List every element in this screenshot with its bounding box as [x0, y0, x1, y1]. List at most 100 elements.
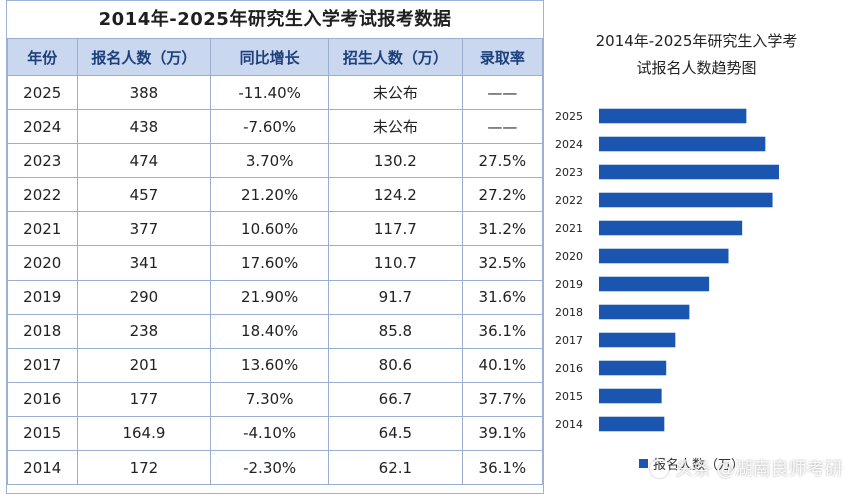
bar — [599, 360, 667, 376]
y-tick-label: 2022 — [555, 194, 583, 207]
cell-enrollment: 未公布 — [327, 74, 463, 111]
bar — [599, 332, 676, 348]
cell-yoy-growth: 13.60% — [210, 347, 329, 383]
cell-enrollment: 110.7 — [327, 245, 463, 281]
table-row: 2024 438 -7.60% 未公布 —— — [7, 109, 544, 145]
cell-enrollment: 130.2 — [327, 143, 463, 179]
cell-year: 2018 — [7, 313, 78, 349]
cell-yoy-growth: 7.30% — [210, 381, 329, 417]
bar — [599, 248, 729, 264]
cell-admission-rate: 27.5% — [461, 143, 544, 179]
y-tick-label: 2024 — [555, 138, 583, 151]
cell-yoy-growth: -7.60% — [210, 109, 329, 145]
cell-enrollment: 64.5 — [327, 415, 463, 452]
cell-yoy-growth: 21.90% — [210, 279, 329, 315]
y-tick-label: 2015 — [555, 390, 583, 403]
table-row: 2025 388 -11.40% 未公布 —— — [7, 74, 544, 111]
y-tick-label: 2021 — [555, 222, 583, 235]
data-table: 年份 报名人数（万） 同比增长 招生人数（万） 录取率 2025 388 -11.4… — [7, 38, 544, 486]
cell-enrollment: 62.1 — [327, 450, 463, 486]
table-row: 2017 201 13.60% 80.6 40.1% — [7, 347, 544, 383]
cell-applicants: 201 — [76, 347, 212, 383]
cell-enrollment: 80.6 — [327, 347, 463, 383]
cell-year: 2015 — [7, 415, 78, 452]
chart-panel: 2014年-2025年研究生入学考 试报名人数趋势图 2025 2024 2023 2… — [547, 0, 846, 500]
cell-admission-rate: 32.5% — [461, 245, 544, 281]
cell-applicants: 341 — [76, 245, 212, 281]
cell-admission-rate: 27.2% — [461, 177, 544, 213]
cell-applicants: 290 — [76, 279, 212, 315]
cell-yoy-growth: -4.10% — [210, 415, 329, 452]
watermark-logo-icon — [650, 458, 669, 478]
y-tick-label: 2016 — [555, 362, 583, 375]
table-row: 2022 457 21.20% 124.2 27.2% — [7, 177, 544, 213]
y-tick-label: 2020 — [555, 250, 583, 263]
table-row: 2021 377 10.60% 117.7 31.2% — [7, 211, 544, 247]
cell-applicants: 377 — [76, 211, 212, 247]
cell-enrollment: 117.7 — [327, 211, 463, 247]
table-row: 2015 164.9 -4.10% 64.5 39.1% — [7, 415, 544, 452]
bar-chart: 2025 2024 2023 2022 2021 2020 2019 2018 2017 2016… — [555, 108, 779, 432]
cell-year: 2025 — [7, 74, 78, 111]
header-yoy-growth: 同比增长 — [210, 38, 329, 76]
cell-yoy-growth: 17.60% — [210, 245, 329, 281]
cell-applicants: 177 — [76, 381, 212, 417]
chart-title-line-2: 试报名人数趋势图 — [636, 59, 757, 77]
header-year: 年份 — [7, 38, 78, 76]
bar — [599, 164, 779, 180]
cell-year: 2022 — [7, 177, 78, 213]
cell-applicants: 172 — [76, 450, 212, 486]
cell-year: 2021 — [7, 211, 78, 247]
cell-yoy-growth: 18.40% — [210, 313, 329, 349]
cell-admission-rate: 31.2% — [461, 211, 544, 247]
cell-year: 2017 — [7, 347, 78, 383]
cell-yoy-growth: 21.20% — [210, 177, 329, 213]
y-tick-label: 2025 — [555, 110, 583, 123]
bar — [599, 304, 690, 320]
table-header-row: 年份 报名人数（万） 同比增长 招生人数（万） 录取率 — [7, 38, 544, 76]
table-row: 2023 474 3.70% 130.2 27.5% — [7, 143, 544, 179]
table-row: 2016 177 7.30% 66.7 37.7% — [7, 381, 544, 417]
cell-year: 2024 — [7, 109, 78, 145]
cell-applicants: 388 — [76, 74, 212, 111]
cell-yoy-growth: -11.40% — [210, 74, 329, 111]
bar — [599, 276, 710, 292]
chart-legend: 报名人数（万） — [639, 454, 744, 473]
cell-admission-rate: 37.7% — [461, 381, 544, 417]
cell-applicants: 164.9 — [76, 415, 212, 452]
legend-swatch — [639, 459, 648, 468]
cell-applicants: 457 — [76, 177, 212, 213]
cell-admission-rate: 31.6% — [461, 279, 544, 315]
cell-admission-rate: —— — [461, 74, 544, 111]
watermark: 头条 @湖南良师考研 — [650, 455, 843, 481]
table-row: 2020 341 17.60% 110.7 32.5% — [7, 245, 544, 281]
y-tick-label: 2014 — [555, 418, 583, 431]
cell-enrollment: 85.8 — [327, 313, 463, 349]
chart-title: 2014年-2025年研究生入学考 试报名人数趋势图 — [547, 28, 846, 82]
cell-admission-rate: 36.1% — [461, 313, 544, 349]
chart-title-line-1: 2014年-2025年研究生入学考 — [595, 32, 798, 50]
cell-year: 2020 — [7, 245, 78, 281]
cell-admission-rate: 40.1% — [461, 347, 544, 383]
bar — [599, 388, 662, 404]
table-row: 2014 172 -2.30% 62.1 36.1% — [7, 450, 544, 486]
y-tick-label: 2019 — [555, 278, 583, 291]
cell-admission-rate: 39.1% — [461, 415, 544, 452]
cell-enrollment: 66.7 — [327, 381, 463, 417]
bar — [599, 416, 665, 432]
cell-year: 2016 — [7, 381, 78, 417]
data-table-panel: 2014年-2025年研究生入学考试报考数据 年份 报名人数（万） 同比增长 招… — [6, 0, 544, 494]
legend-label: 报名人数（万） — [653, 458, 745, 473]
cell-enrollment: 未公布 — [327, 109, 463, 145]
cell-applicants: 238 — [76, 313, 212, 349]
table-row: 2018 238 18.40% 85.8 36.1% — [7, 313, 544, 349]
y-tick-label: 2023 — [555, 166, 583, 179]
bar — [599, 192, 773, 208]
bar — [599, 136, 766, 152]
watermark-text: 头条 @湖南良师考研 — [675, 459, 843, 480]
cell-admission-rate: —— — [461, 109, 544, 145]
cell-enrollment: 91.7 — [327, 279, 463, 315]
cell-applicants: 474 — [76, 143, 212, 179]
y-tick-label: 2018 — [555, 306, 583, 319]
header-enrollment: 招生人数（万） — [327, 38, 463, 76]
